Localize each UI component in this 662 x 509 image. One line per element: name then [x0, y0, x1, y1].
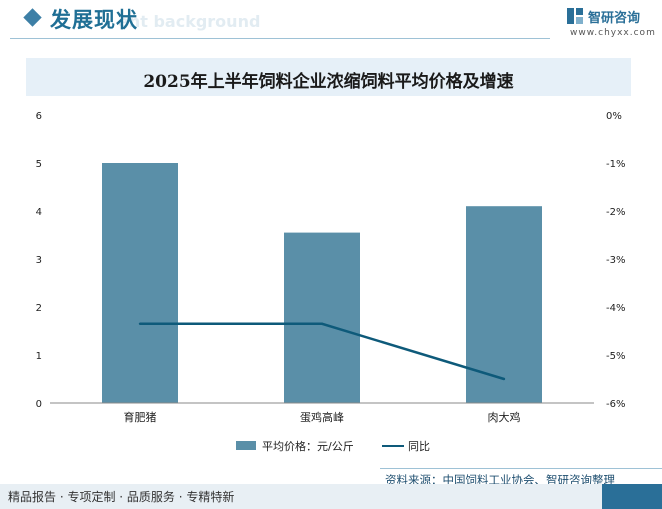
footer-corner-accent — [602, 484, 662, 509]
left-tick-label: 4 — [36, 207, 42, 218]
legend-label-yoy: 同比 — [408, 440, 430, 453]
right-tick-label: -1% — [606, 159, 625, 170]
diamond-icon — [23, 8, 42, 27]
left-tick-label: 2 — [36, 303, 42, 314]
yoy-point — [320, 322, 324, 325]
left-tick-label: 0 — [36, 399, 42, 410]
footer-bar: 精品报告 · 专项定制 · 品质服务 · 专精特新 — [0, 484, 662, 509]
bar-series — [102, 163, 542, 403]
footer-divider — [380, 468, 662, 469]
brand-logo-icon — [567, 8, 583, 24]
right-tick-label: -3% — [606, 255, 625, 266]
right-tick-label: 0% — [606, 111, 622, 122]
category-label: 育肥猪 — [124, 410, 157, 424]
page-header: ent background 发展现状 智研咨询 www.chyxx.com — [0, 0, 662, 40]
right-tick-label: -5% — [606, 351, 625, 362]
chart-title-band: 2025年上半年饲料企业浓缩饲料平均价格及增速 — [26, 58, 631, 96]
right-tick-label: -4% — [606, 303, 625, 314]
chart-title: 2025年上半年饲料企业浓缩饲料平均价格及增速 — [143, 72, 514, 92]
left-tick-label: 3 — [36, 255, 42, 266]
yoy-point — [138, 322, 142, 325]
chart-area: 0 1 2 3 4 5 6 -6% -5% -4% -3% -2% -1% 0% 育肥猪 蛋鸡高峰 肉大鸡 — [36, 111, 626, 424]
left-tick-label: 1 — [36, 351, 42, 362]
right-tick-label: -2% — [606, 207, 625, 218]
left-axis-ticks: 0 1 2 3 4 5 6 — [36, 111, 42, 410]
brand-url: www.chyxx.com — [570, 28, 656, 38]
bar-育肥猪 — [102, 163, 178, 403]
legend-swatch-line — [382, 445, 404, 447]
left-tick-label: 5 — [36, 159, 42, 170]
bar-蛋鸡高峰 — [284, 232, 360, 403]
brand-logo-block: 智研咨询 www.chyxx.com — [566, 7, 658, 38]
legend-label-price: 平均价格：元/公斤 — [262, 440, 354, 453]
footer-slogan: 精品报告 · 专项定制 · 品质服务 · 专精特新 — [8, 490, 235, 504]
category-label: 肉大鸡 — [488, 410, 521, 424]
legend-swatch-bar — [236, 441, 256, 450]
yoy-point — [502, 377, 506, 381]
source-note: 资料来源：中国饲料工业协会、智研咨询整理 — [385, 473, 615, 487]
line-series — [138, 322, 506, 381]
bar-肉大鸡 — [466, 206, 542, 403]
right-axis-ticks: -6% -5% -4% -3% -2% -1% 0% — [606, 111, 625, 410]
right-tick-label: -6% — [606, 399, 625, 410]
section-title: 发展现状 — [50, 8, 138, 32]
category-label: 蛋鸡高峰 — [300, 410, 344, 424]
category-labels: 育肥猪 蛋鸡高峰 肉大鸡 — [124, 410, 521, 424]
brand-name: 智研咨询 — [588, 11, 641, 26]
left-tick-label: 6 — [36, 111, 42, 122]
header-divider — [10, 38, 550, 39]
header-watermark: ent background — [118, 12, 261, 31]
